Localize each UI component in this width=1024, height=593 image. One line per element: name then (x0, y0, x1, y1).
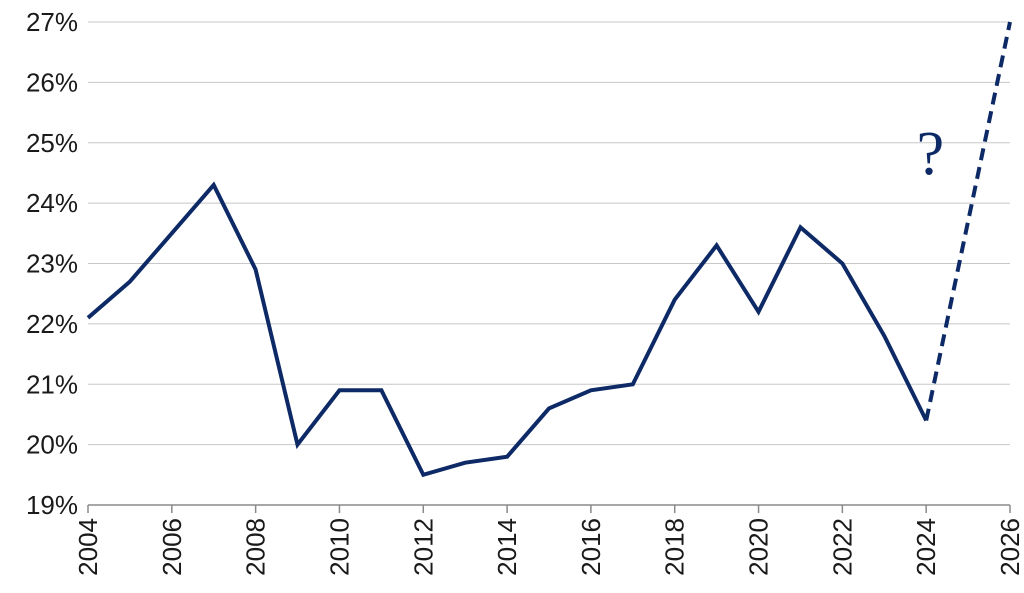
x-tick-label-2006: 2006 (157, 518, 187, 576)
projection-line (924, 21, 1012, 421)
y-tick-label-27: 27% (26, 7, 78, 37)
y-tick-labels: 19% 20% 21% 22% 23% 24% 25% 26% 27% (26, 7, 78, 520)
x-tick-label-2008: 2008 (241, 518, 271, 576)
question-mark-annotation: ? (917, 120, 945, 188)
x-tick-label-2024: 2024 (911, 518, 941, 576)
x-tick-label-2004: 2004 (73, 518, 103, 576)
x-tick-label-2010: 2010 (324, 518, 354, 576)
series-line (86, 181, 928, 478)
x-tick-label-2012: 2012 (408, 518, 438, 576)
x-tick-label-2014: 2014 (492, 518, 522, 576)
y-tick-label-23: 23% (26, 249, 78, 279)
x-tick-label-2016: 2016 (576, 518, 606, 576)
y-tick-label-21: 21% (26, 369, 78, 399)
x-tick-label-2022: 2022 (827, 518, 857, 576)
gridlines (88, 21, 1010, 446)
x-tick-label-2018: 2018 (660, 518, 690, 576)
y-tick-label-26: 26% (26, 67, 78, 97)
y-tick-label-19: 19% (26, 490, 78, 520)
y-tick-label-22: 22% (26, 309, 78, 339)
x-tick-label-2026: 2026 (995, 518, 1024, 576)
y-tick-label-25: 25% (26, 128, 78, 158)
x-tick-labels: 2004 2006 2008 2010 2012 2014 2016 2018 2020 2022… (73, 518, 1024, 576)
annotations: ? (917, 120, 945, 188)
axes (87, 504, 1011, 513)
x-tick-label-2020: 2020 (744, 518, 774, 576)
y-tick-label-24: 24% (26, 188, 78, 218)
series-lines (86, 21, 1012, 478)
y-tick-label-20: 20% (26, 430, 78, 460)
